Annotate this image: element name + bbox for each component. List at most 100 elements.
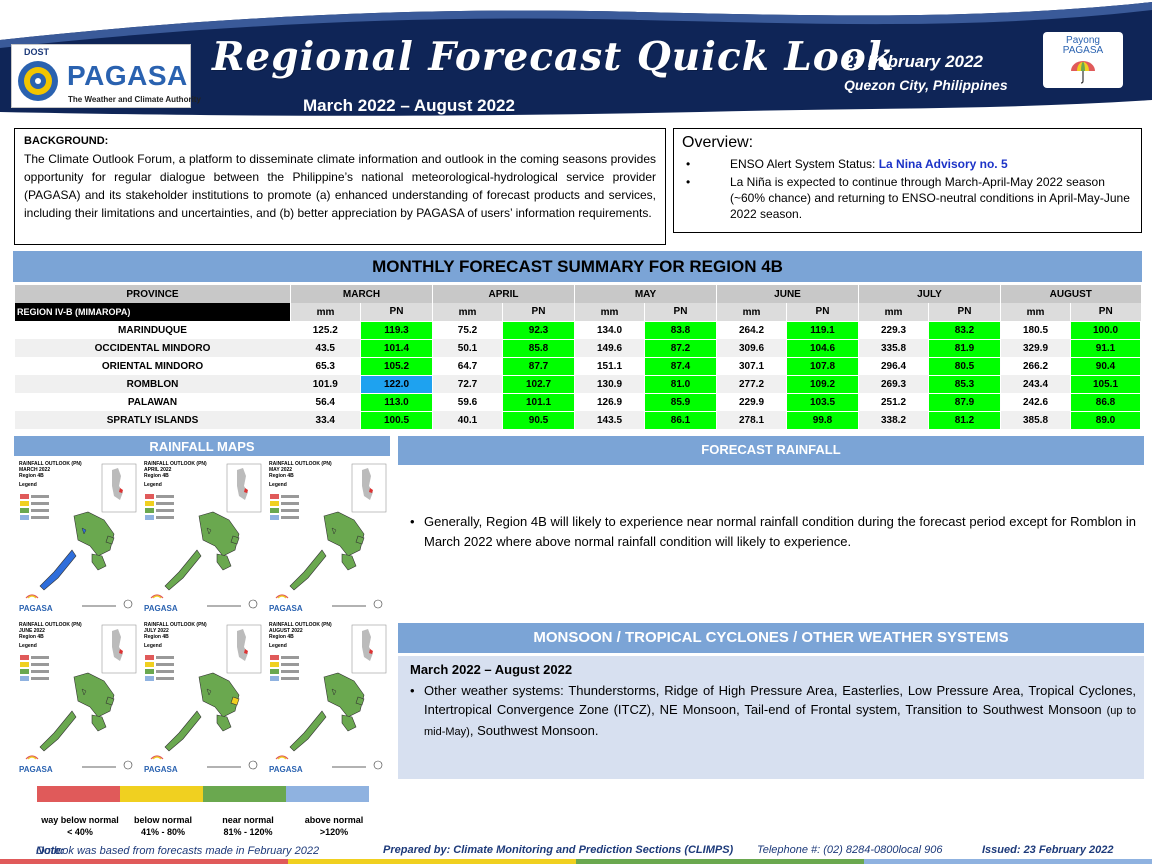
unit-pn: PN [644, 303, 717, 321]
pn-cell: 80.5 [928, 356, 1001, 376]
rainfall-maps-title: RAINFALL MAPS [14, 436, 390, 456]
monsoon-period: March 2022 – August 2022 [410, 662, 573, 677]
mm-cell: 72.7 [432, 375, 503, 393]
mm-cell: 59.6 [457, 396, 478, 408]
mm-cell: 75.2 [457, 324, 478, 336]
pn-cell: 92.3 [502, 320, 575, 340]
pn-cell: 119.3 [360, 320, 433, 340]
footer-stripe-green [576, 859, 864, 864]
pn-cell: 101.1 [502, 392, 575, 412]
rainfall-map-card: RAINFALL OUTLOOK (PN) AUGUST 2022 Region 4… [266, 619, 390, 778]
overview-item-enso: ENSO Alert System Status: La Nina Adviso… [682, 156, 1133, 172]
pn-cell: 87.2 [644, 338, 717, 358]
province-cell: MARINDUQUE [118, 324, 187, 336]
footer-issued: Issued: 23 February 2022 [982, 844, 1114, 856]
mm-cell: 278.1 [716, 411, 787, 429]
province-cell: SPRATLY ISLANDS [14, 411, 291, 429]
region-label: REGION IV-B (MIMAROPA) [14, 303, 291, 321]
month-header: AUGUST [999, 285, 1141, 303]
province-cell: PALAWAN [127, 396, 178, 408]
pn-cell: 100.0 [1069, 320, 1142, 340]
rainfall-map-graphic [20, 624, 137, 773]
header-background [0, 2, 1152, 116]
logo-dost-text: DOST [24, 47, 50, 57]
mm-cell: 242.6 [1022, 396, 1049, 408]
mm-cell: 277.2 [716, 375, 787, 393]
map-title: RAINFALL OUTLOOK (PN) APRIL 2022 Region 4B [144, 461, 207, 479]
map-pagasa-logo: PAGASA [269, 765, 303, 774]
footer-prepared: Prepared by: Climate Monitoring and Pred… [383, 844, 734, 856]
background-section: BACKGROUND: The Climate Outlook Forum, a… [14, 128, 666, 245]
legend-swatch-above [286, 786, 369, 802]
issue-date: 23 February 2022 [844, 52, 983, 71]
background-text: The Climate Outlook Forum, a platform to… [24, 152, 656, 220]
pn-cell: 100.5 [360, 410, 433, 430]
month-header: JUNE [716, 285, 859, 303]
pn-cell: 119.1 [786, 320, 859, 340]
forecast-period: March 2022 – August 2022 [303, 96, 515, 115]
mm-cell: 269.3 [858, 375, 929, 393]
mm-cell: 149.6 [574, 339, 645, 357]
pn-cell: 122.0 [360, 374, 433, 394]
pn-cell: 85.8 [502, 338, 575, 358]
table-title: MONTHLY FORECAST SUMMARY FOR REGION 4B [13, 251, 1142, 282]
unit-pn: PN [502, 303, 575, 321]
table-row: OCCIDENTAL MINDORO 43.5 101.4 50.1 85.8 149.6… [14, 338, 1142, 358]
mm-cell: 143.5 [574, 411, 645, 429]
unit-pn: PN [360, 303, 433, 321]
logo-name-text: PAGASA [67, 60, 188, 91]
legend-label-below: below normal 41% - 80% [133, 815, 192, 837]
pn-cell: 105.1 [1069, 374, 1142, 394]
unit-pn: PN [928, 303, 1001, 321]
legend-swatch-near [203, 786, 286, 802]
map-title: RAINFALL OUTLOOK (PN) JULY 2022 Region 4B [144, 622, 207, 640]
pagasa-logo: DOST PAGASA The Weather and Climate Auth… [11, 44, 201, 108]
overview-section: Overview: ENSO Alert System Status: La N… [673, 128, 1142, 233]
monsoon-bullet: Other weather systems: Thunderstorms, Ri… [408, 681, 1136, 742]
map-title: RAINFALL OUTLOOK (PN) JUNE 2022 Region 4B [19, 622, 82, 640]
map-legend-title: Legend [269, 643, 287, 649]
pn-cell: 103.5 [786, 392, 859, 412]
mm-cell: 229.3 [880, 324, 907, 336]
table-row: MARINDUQUE 125.2 119.3 75.2 92.3 134.0 83.8 264… [15, 320, 1142, 340]
overview-list: ENSO Alert System Status: La Nina Adviso… [682, 156, 1133, 222]
unit-mm: mm [716, 303, 787, 321]
payong-pagasa-logo: Payong PAGASA [1043, 32, 1123, 88]
mm-cell: 264.2 [738, 324, 765, 336]
pn-cell: 85.3 [928, 374, 1001, 394]
map-pagasa-logo: PAGASA [144, 765, 178, 774]
pagasa-seal-icon [18, 61, 58, 101]
page-title: Regional Forecast Quick Look [212, 34, 895, 80]
footer-stripe-yellow [288, 859, 576, 864]
forecast-rainfall-text: Generally, Region 4B will likely to expe… [408, 512, 1136, 552]
pn-cell: 86.1 [644, 410, 717, 430]
forecast-rainfall-bullet: Generally, Region 4B will likely to expe… [408, 512, 1136, 552]
unit-mm: mm [574, 303, 645, 321]
mm-cell: 385.8 [1000, 411, 1071, 429]
mm-cell: 43.5 [290, 339, 361, 357]
enso-status: La Nina Advisory no. 5 [878, 157, 1008, 171]
legend-swatch-below [120, 786, 203, 802]
mm-cell: 243.4 [1000, 375, 1071, 393]
mm-cell: 65.3 [315, 360, 335, 372]
table-row: SPRATLY ISLANDS 33.4 100.5 40.1 90.5 143.5 86.… [14, 410, 1142, 430]
pn-cell: 107.8 [786, 356, 859, 376]
legend-label-way-below: way below normal < 40% [41, 815, 119, 837]
map-legend-title: Legend [269, 482, 287, 488]
map-pagasa-logo: PAGASA [19, 765, 53, 774]
pn-cell: 99.8 [786, 410, 859, 430]
map-title: RAINFALL OUTLOOK (PN) MAY 2022 Region 4B [269, 461, 332, 479]
mm-cell: 50.1 [432, 339, 503, 357]
mm-cell: 338.2 [858, 411, 929, 429]
mm-cell: 64.7 [457, 360, 478, 372]
mm-cell: 56.4 [315, 396, 335, 408]
mm-cell: 307.1 [738, 360, 765, 372]
rainfall-map-card: RAINFALL OUTLOOK (PN) MARCH 2022 Region 4B… [16, 458, 140, 617]
map-pagasa-logo: PAGASA [144, 604, 178, 613]
pn-cell: 81.2 [928, 410, 1001, 430]
mm-cell: 134.0 [596, 324, 623, 336]
footer-telephone: Telephone #: (02) 8284-0800local 906 [757, 844, 943, 856]
month-header-row: PROVINCE MARCH APRIL MAY JUNE JULY AUGUS… [14, 285, 1141, 303]
legend-label-above: above normal >120% [304, 815, 364, 837]
mm-cell: 251.2 [880, 396, 907, 408]
